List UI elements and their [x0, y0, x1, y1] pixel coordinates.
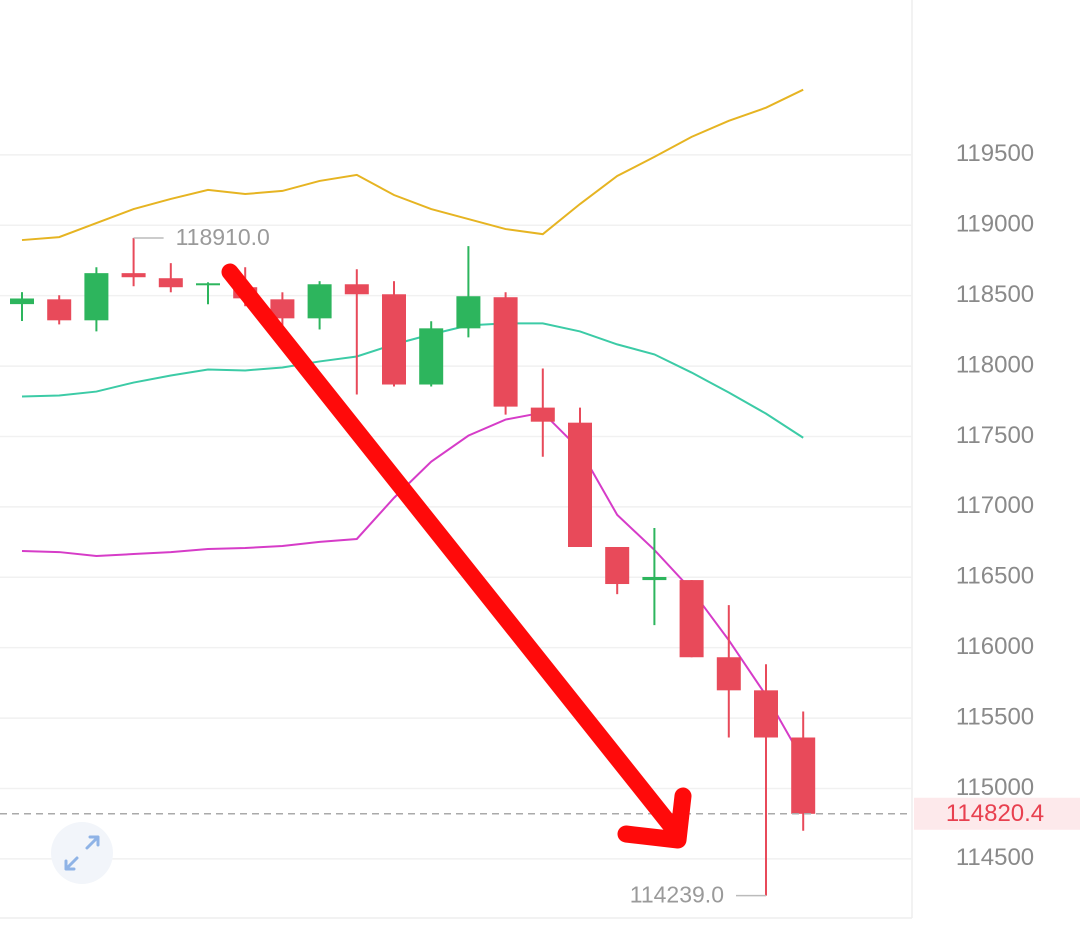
candle-body: [307, 284, 332, 319]
indicator-line: [21, 411, 805, 762]
candle-body: [84, 273, 109, 321]
expand-icon[interactable]: [64, 835, 100, 871]
candle-body: [493, 297, 518, 407]
y-tick-label: 114500: [956, 844, 1034, 871]
candle-body: [679, 580, 704, 658]
candle-body: [47, 299, 72, 321]
y-tick-label: 118000: [956, 351, 1034, 378]
candle-body: [791, 737, 816, 814]
y-tick-label: 117500: [956, 422, 1034, 449]
arrow-shaft: [221, 263, 685, 841]
candle-body: [419, 328, 444, 385]
expand-button-bg[interactable]: [51, 822, 113, 884]
last-price-label: 114820.4: [946, 800, 1044, 827]
candle-body: [754, 690, 778, 738]
last-price-box: [914, 797, 1080, 830]
y-tick-label: 118500: [956, 281, 1034, 308]
y-tick-label: 117000: [956, 492, 1034, 519]
candle-body: [196, 283, 220, 286]
candle-body: [382, 294, 406, 385]
y-tick-label: 116000: [956, 633, 1034, 660]
grid: 114500 115000 115500 116000 116500 117000 1175…: [0, 140, 1034, 871]
candle-body: [605, 546, 630, 585]
candle-body: [530, 407, 555, 422]
overlay: 118910.0 114239.0 114820.4: [0, 224, 1080, 908]
candle-body: [121, 273, 146, 278]
candle-body: [568, 422, 592, 547]
indicator-line: [21, 88, 804, 242]
y-tick-label: 119000: [956, 211, 1034, 238]
candle-body: [10, 298, 34, 305]
candle-body: [344, 284, 369, 295]
candle-body: [270, 299, 295, 319]
y-tick-label: 116500: [956, 563, 1034, 590]
candle-body: [456, 296, 481, 329]
trend-arrow: [221, 263, 692, 849]
high-annotation: 118910.0: [176, 224, 270, 250]
indicator-line: [21, 322, 804, 439]
arrow-head: [617, 787, 692, 849]
expand-button[interactable]: [51, 822, 113, 884]
indicator-lines: [21, 88, 805, 762]
candle-body: [158, 278, 183, 288]
y-tick-label: 115500: [956, 703, 1034, 730]
candles: [10, 237, 816, 896]
candle-body: [642, 576, 667, 581]
candle-body: [716, 657, 741, 691]
y-tick-label: 115000: [956, 774, 1034, 801]
y-tick-label: 119500: [956, 140, 1034, 167]
low-annotation: 114239.0: [630, 882, 724, 908]
